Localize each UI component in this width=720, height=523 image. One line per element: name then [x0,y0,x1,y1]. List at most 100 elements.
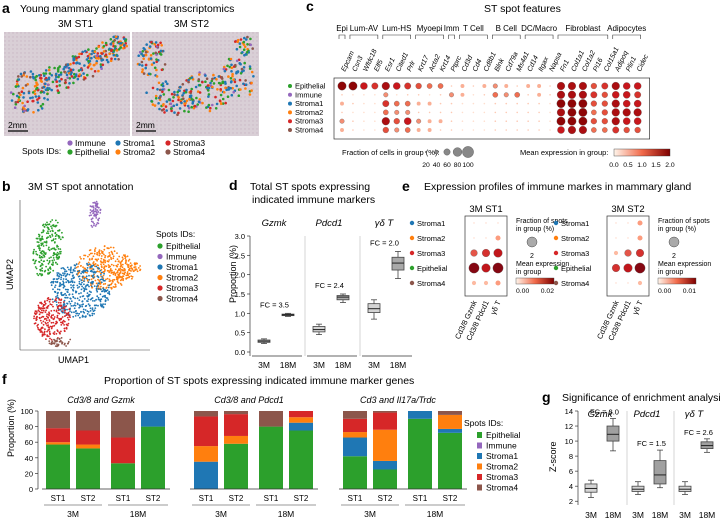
spot-epithelial [153,66,157,70]
spot-epithelial [245,51,249,54]
expr-dot [473,237,475,239]
spot-stroma4 [20,75,24,78]
x-label: ST2 [229,494,244,503]
umap-point-epithelial [56,263,59,266]
umap-point-stroma1 [60,278,62,281]
umap-point-epithelial [38,247,41,250]
dot-epithelial-wfdc18 [360,82,368,90]
umap-point-stroma3 [33,315,36,318]
spot-stroma1 [68,82,71,85]
dot-stroma4-prlr [404,127,411,133]
spot-stroma3 [110,48,113,52]
spot-stroma1 [78,62,81,65]
spot-stroma1 [63,65,67,69]
age-label: 3M [67,509,79,519]
umap-point-stroma2 [103,267,105,270]
umap-point-stroma2 [117,263,119,266]
umap-point-stroma1 [78,306,80,309]
frac-title-2: in group (%) [658,226,696,233]
umap-point-stroma1 [85,275,88,278]
expr-dot [493,248,503,258]
spot-epithelial [72,81,75,85]
umap-point-epithelial [39,237,41,240]
dot-immune-blnk [492,92,499,98]
umap-point-stroma1 [88,293,91,296]
spot-stroma1 [50,74,54,77]
umap-point-stroma1 [87,281,90,284]
spot-stroma2 [244,87,247,90]
umap-point-epithelial [55,224,57,227]
spot-stroma1 [186,104,190,108]
umap-point-stroma3 [45,338,47,340]
x-label: 3M [258,360,270,370]
y-tick-label: 1.5 [235,290,245,299]
row-label: Stroma2 [561,234,589,243]
spot-epithelial [150,100,154,103]
dot-stroma2-plin1 [622,108,631,117]
spot-stroma2 [93,63,96,67]
spot-stroma1 [185,88,188,92]
spot-stroma4 [205,77,209,80]
umap-point-stroma3 [48,311,50,314]
umap-point-stroma2 [135,262,138,265]
spot-stroma3 [77,55,81,59]
umap-point-stroma1 [102,278,104,281]
spot-epithelial [207,89,210,92]
umap-point-stroma2 [128,275,131,278]
umap-point-stroma2 [133,262,136,264]
umap-point-stroma1 [70,305,73,307]
spot-epithelial [99,63,103,66]
spot-stroma1 [58,79,61,83]
dot-stroma1-cd8b1 [483,102,486,105]
spot-stroma3 [80,52,83,56]
dot-stroma4-pi16 [591,127,597,133]
umap-point-epithelial [38,260,40,263]
row-dot [409,265,415,271]
legend-label-stroma2: Stroma2 [166,273,198,283]
spot-stroma1 [71,68,75,72]
umap-point-stroma1 [99,278,102,281]
mean-tick: 0.00 [658,288,671,295]
umap-point-stroma3 [50,321,53,324]
umap-point-stroma1 [71,271,74,274]
umap-point-stroma3 [41,315,44,318]
dot-stroma3-cd14 [527,120,529,122]
umap-point-stroma3 [44,333,46,336]
dot-stroma2-itgax [538,111,540,114]
umap-point-stroma3 [48,320,51,322]
dot-stroma2-napsa [549,111,551,114]
bar-segment-stroma1 [194,461,218,489]
umap-point-stroma1 [93,312,95,315]
umap-point-stroma1 [76,302,79,305]
spot-epithelial [226,95,230,98]
umap-point-stroma3 [48,330,51,333]
umap-point-stroma4 [57,343,60,346]
umap-point-stroma1 [52,278,55,281]
spot-stroma3 [218,99,222,102]
dot-stroma2-csn3 [352,111,354,114]
spot-stroma3 [55,80,58,83]
expr-dot [473,222,475,224]
umap-point-stroma1 [55,301,58,303]
spot-stroma2 [236,38,240,42]
umap-point-stroma2 [88,253,91,256]
frac-value: 2 [530,253,534,260]
umap-point-stroma3 [47,329,49,331]
dot-epithelial-fn1 [556,81,566,91]
umap-point-stroma1 [90,291,92,294]
umap-point-epithelial [61,231,63,234]
umap-point-stroma1 [95,265,98,268]
expr-dot [627,237,629,239]
umap-point-stroma3 [40,309,43,312]
umap-point-epithelial [41,269,44,272]
umap-point-epithelial [35,250,37,253]
umap-point-stroma2 [135,268,138,270]
spot-stroma1 [183,100,186,103]
dot-immune-adipoq [612,91,620,99]
panel-f-legend-title: Spots IDs: [464,418,503,428]
umap-point-stroma2 [132,270,135,272]
umap-point-epithelial [59,238,62,241]
umap-point-epithelial [40,242,43,245]
umap-point-stroma1 [71,280,74,282]
umap-point-epithelial [47,269,50,272]
